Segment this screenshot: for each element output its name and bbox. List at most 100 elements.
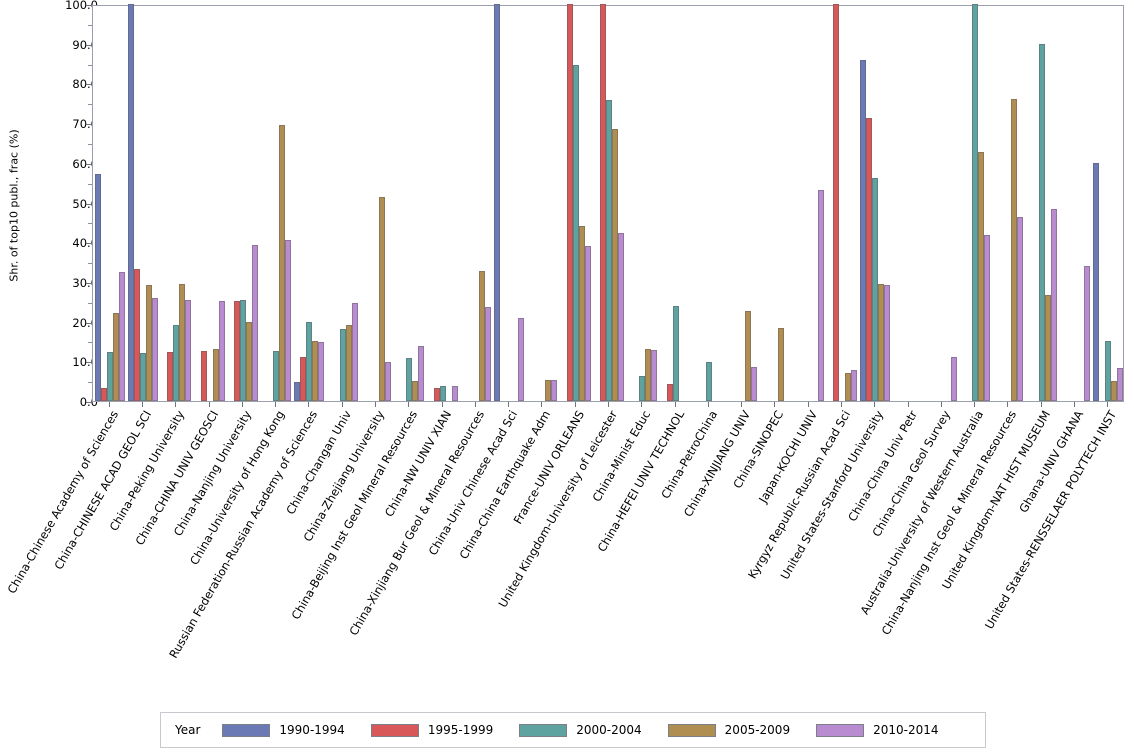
bar[interactable]: [494, 4, 501, 401]
bar[interactable]: [1117, 368, 1124, 401]
bar[interactable]: [106, 351, 113, 401]
bar[interactable]: [860, 59, 867, 401]
bar[interactable]: [1011, 99, 1018, 401]
bar[interactable]: [233, 300, 240, 401]
bar[interactable]: [1105, 341, 1112, 401]
legend-entry[interactable]: 2005-2009: [667, 723, 790, 737]
x-axis-tick: China-Nanjing Inst Geol & Mineral Resour…: [879, 402, 1019, 637]
x-axis-tick: United States-RENSSELAER POLYTECH INST: [982, 402, 1119, 632]
bar[interactable]: [451, 385, 458, 401]
bar[interactable]: [705, 362, 712, 401]
y-axis-tick-mark: [86, 5, 92, 6]
bar[interactable]: [866, 118, 873, 401]
bar[interactable]: [845, 373, 852, 401]
x-axis-tick: United Kingdom-NAT HIST MUSEUM: [939, 402, 1053, 592]
bar[interactable]: [1084, 266, 1091, 401]
bar[interactable]: [294, 381, 301, 401]
bar[interactable]: [612, 128, 618, 401]
bar[interactable]: [351, 303, 358, 401]
bar[interactable]: [118, 271, 125, 401]
bar[interactable]: [978, 152, 985, 401]
bar[interactable]: [751, 366, 758, 401]
bar[interactable]: [645, 348, 652, 401]
bar[interactable]: [179, 284, 186, 401]
bar[interactable]: [817, 189, 824, 401]
bar[interactable]: [94, 174, 101, 401]
bar[interactable]: [378, 196, 385, 401]
legend-entry[interactable]: 1995-1999: [370, 723, 493, 737]
bar[interactable]: [572, 65, 579, 401]
bar[interactable]: [984, 234, 991, 401]
bar[interactable]: [745, 311, 752, 401]
bar[interactable]: [212, 349, 219, 401]
bar[interactable]: [345, 325, 352, 401]
bar[interactable]: [1111, 381, 1118, 401]
bar[interactable]: [484, 306, 491, 401]
bar[interactable]: [651, 349, 658, 401]
bar[interactable]: [1017, 217, 1024, 401]
bar[interactable]: [566, 4, 573, 401]
bar[interactable]: [584, 245, 591, 401]
bar[interactable]: [100, 387, 107, 401]
bar[interactable]: [112, 312, 119, 401]
bar[interactable]: [318, 341, 325, 401]
bar[interactable]: [167, 351, 174, 401]
bar[interactable]: [666, 383, 673, 401]
bar[interactable]: [273, 350, 280, 401]
bar[interactable]: [384, 362, 391, 401]
legend-entry[interactable]: 1990-1994: [222, 723, 345, 737]
legend-entry[interactable]: 2000-2004: [519, 723, 642, 737]
bar[interactable]: [439, 386, 446, 401]
bar[interactable]: [339, 328, 346, 401]
bar-group: [594, 4, 624, 401]
bar[interactable]: [851, 369, 858, 401]
bar[interactable]: [972, 4, 979, 401]
y-axis-tick-label: 70.0: [72, 117, 98, 132]
y-axis-minor-tick-mark: [88, 24, 92, 26]
bar[interactable]: [133, 268, 140, 401]
bar[interactable]: [300, 356, 307, 401]
bar[interactable]: [1050, 209, 1057, 401]
bar[interactable]: [672, 305, 679, 401]
bar[interactable]: [173, 325, 180, 401]
bar[interactable]: [518, 317, 525, 401]
bar[interactable]: [185, 300, 192, 401]
bar[interactable]: [618, 232, 624, 401]
bar[interactable]: [551, 379, 558, 401]
bar[interactable]: [950, 356, 957, 401]
bar[interactable]: [433, 387, 440, 401]
bar[interactable]: [418, 345, 425, 401]
bar[interactable]: [218, 300, 225, 401]
bar[interactable]: [545, 379, 552, 401]
bar[interactable]: [833, 4, 840, 401]
bar[interactable]: [139, 353, 146, 401]
bar[interactable]: [251, 244, 258, 401]
bar[interactable]: [1038, 43, 1045, 401]
y-axis-minor-tick-mark: [88, 143, 92, 145]
bar[interactable]: [478, 270, 485, 401]
legend-entry[interactable]: 2010-2014: [816, 723, 939, 737]
bar[interactable]: [145, 285, 152, 401]
bar[interactable]: [127, 4, 134, 401]
x-axis-tick-mark: [707, 402, 709, 407]
bar[interactable]: [600, 4, 606, 401]
bar[interactable]: [151, 298, 158, 401]
bar[interactable]: [412, 381, 419, 401]
bar[interactable]: [245, 322, 252, 401]
bar[interactable]: [200, 350, 207, 401]
bar[interactable]: [578, 225, 585, 401]
bar[interactable]: [878, 283, 885, 401]
bar[interactable]: [639, 376, 646, 401]
bar[interactable]: [778, 327, 785, 401]
bar[interactable]: [306, 321, 313, 401]
bar[interactable]: [406, 358, 413, 401]
bar[interactable]: [1044, 294, 1051, 401]
bar[interactable]: [606, 100, 612, 401]
bar[interactable]: [312, 341, 319, 401]
bar[interactable]: [884, 285, 891, 401]
bar[interactable]: [285, 240, 292, 401]
bar[interactable]: [872, 177, 879, 401]
bar[interactable]: [239, 300, 246, 401]
bar[interactable]: [279, 124, 286, 401]
bar[interactable]: [1093, 162, 1100, 401]
